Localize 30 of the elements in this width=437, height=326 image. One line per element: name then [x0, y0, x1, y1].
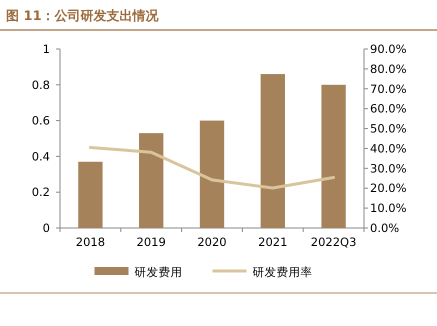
y-tick-label: 0 [42, 221, 50, 235]
x-tick-label: 2021 [258, 235, 288, 249]
y2-tick-label: 90.0% [370, 42, 407, 56]
bar [260, 74, 285, 228]
bar [139, 133, 164, 228]
legend-label: 研发费用率 [252, 265, 312, 279]
y2-tick-label: 60.0% [370, 102, 407, 116]
x-tick-label: 2019 [136, 235, 166, 249]
y2-tick-label: 70.0% [370, 82, 407, 96]
y-tick-label: 0.6 [32, 114, 50, 128]
y-tick-label: 1 [42, 42, 50, 56]
y2-tick-label: 80.0% [370, 62, 407, 76]
y2-tick-label: 30.0% [370, 161, 407, 176]
line-series [88, 146, 336, 190]
y2-tick-label: 10.0% [370, 201, 407, 216]
y2-tick-label: 40.0% [370, 141, 407, 156]
y-tick-label: 0.2 [32, 185, 50, 200]
bar [200, 120, 224, 228]
y-tick-label: 0.4 [32, 149, 50, 164]
x-tick-label: 2018 [76, 235, 106, 249]
chart-title: 图 11：公司研发支出情况 [6, 9, 160, 24]
bar [321, 84, 346, 228]
bar [78, 162, 103, 228]
x-tick-label: 2022Q3 [310, 235, 356, 249]
y-tick-label: 0.8 [32, 78, 50, 92]
x-tick-label: 2020 [197, 235, 227, 249]
y2-tick-label: 0.0% [370, 221, 400, 235]
legend-label: 研发费用 [134, 265, 182, 279]
y2-tick-label: 50.0% [370, 122, 407, 136]
y2-tick-label: 20.0% [370, 181, 407, 196]
